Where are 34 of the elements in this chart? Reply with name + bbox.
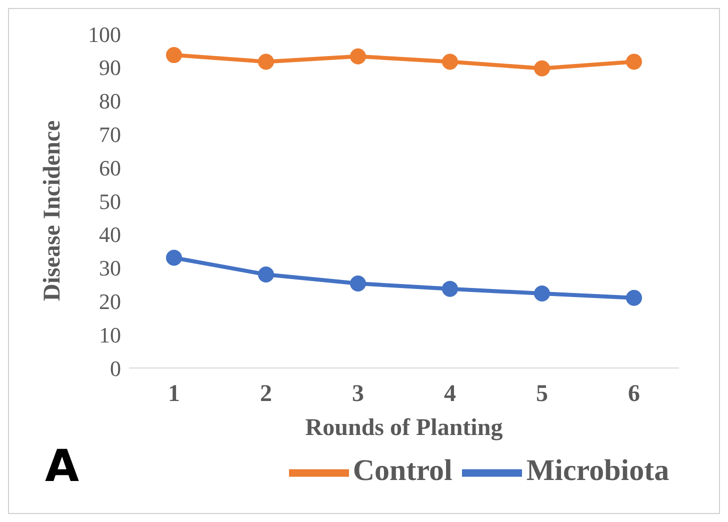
- x-tick-label: 1: [168, 381, 180, 408]
- point: [626, 290, 642, 306]
- y-tick-label: 40: [99, 222, 121, 248]
- y-tick-label: 0: [110, 356, 121, 381]
- x-tick-label: 4: [444, 381, 456, 408]
- point: [534, 286, 550, 302]
- y-tick-label: 10: [99, 322, 121, 348]
- point: [258, 54, 274, 70]
- x-tick-label: 6: [628, 381, 640, 408]
- y-tick-label: 90: [99, 55, 121, 80]
- y-tick-label: 60: [99, 155, 121, 180]
- point: [258, 266, 274, 282]
- point: [350, 276, 366, 292]
- y-tick-label: 20: [99, 289, 121, 314]
- x-tick-label: 3: [352, 381, 364, 408]
- y-tick-label: 80: [99, 88, 121, 114]
- y-tick-label: 70: [99, 122, 121, 148]
- point: [534, 60, 550, 76]
- point: [166, 250, 182, 266]
- x-tick-label: 5: [536, 381, 548, 408]
- x-axis-title: Rounds of Planting: [305, 415, 503, 441]
- y-tick-label: 30: [99, 256, 121, 281]
- point: [166, 47, 182, 64]
- point: [442, 54, 458, 70]
- legend-label: Control: [352, 454, 452, 487]
- x-tick-label: 2: [260, 381, 272, 408]
- text: A: [45, 441, 80, 492]
- y-tick-label: 50: [99, 188, 121, 214]
- point: [626, 54, 642, 70]
- point: [350, 48, 366, 64]
- point: [442, 280, 458, 297]
- y-axis-title: Disease Incidence: [40, 120, 66, 301]
- legend-label: Microbiota: [526, 454, 670, 487]
- y-tick-label: 100: [88, 22, 121, 47]
